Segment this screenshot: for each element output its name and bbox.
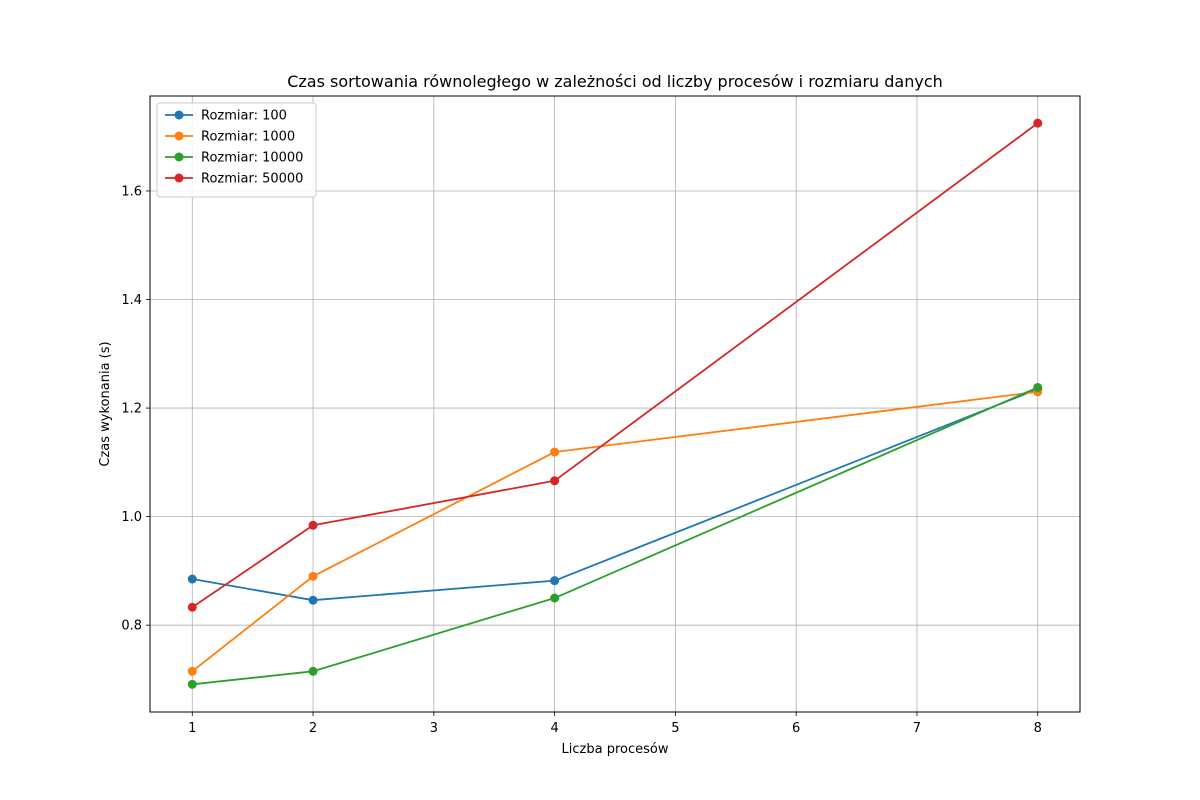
y-tick-label: 1.2: [121, 402, 142, 417]
chart-title: Czas sortowania równoległego w zależnośc…: [287, 72, 943, 91]
y-tick-label: 1.0: [121, 510, 142, 525]
data-point: [187, 574, 197, 584]
series-rozmiar-10000: [187, 382, 1043, 689]
legend-label: Rozmiar: 100: [201, 109, 287, 124]
series-rozmiar-50000: [187, 118, 1043, 612]
data-point: [187, 602, 197, 612]
legend-label: Rozmiar: 50000: [201, 172, 303, 187]
legend-item: Rozmiar: 1000: [165, 130, 295, 145]
x-tick-label: 1: [188, 721, 196, 736]
legend-swatch-marker: [174, 173, 184, 183]
y-tick-label: 0.8: [121, 619, 142, 634]
series-line: [192, 386, 1039, 686]
x-tick-label: 5: [671, 721, 679, 736]
y-axis-label: Czas wykonania (s): [98, 341, 113, 466]
grid-lines: [150, 96, 1080, 712]
legend-item: Rozmiar: 50000: [165, 172, 303, 187]
x-tick-label: 3: [430, 721, 438, 736]
x-tick-label: 8: [1034, 721, 1042, 736]
data-point: [550, 593, 560, 603]
x-tick-label: 7: [913, 721, 921, 736]
legend-item: Rozmiar: 100: [165, 109, 287, 124]
data-point: [550, 476, 560, 486]
x-axis-label: Liczba procesów: [562, 742, 669, 757]
legend-swatch-marker: [174, 110, 184, 120]
data-point: [308, 520, 318, 530]
legend-item: Rozmiar: 10000: [165, 151, 303, 166]
legend-label: Rozmiar: 10000: [201, 151, 303, 166]
data-point: [187, 666, 197, 676]
y-tick-label: 1.4: [121, 293, 142, 308]
data-point: [550, 576, 560, 586]
legend-label: Rozmiar: 1000: [201, 130, 295, 145]
series-line: [192, 388, 1039, 602]
legend-swatch-marker: [174, 131, 184, 141]
legend: Rozmiar: 100 Rozmiar: 1000 Rozmiar: 10000 R…: [156, 102, 317, 198]
legend-swatch-marker: [174, 152, 184, 162]
data-point: [308, 571, 318, 581]
data-point: [1033, 118, 1043, 128]
data-point: [308, 595, 318, 605]
x-tick-label: 6: [792, 721, 800, 736]
data-point: [550, 447, 560, 457]
series-line: [191, 390, 1038, 673]
data-point: [187, 679, 197, 689]
axis-ticks: 1 2 3 4 5 6 7 8 0.8 1.0 1.2 1.4 1.6: [121, 184, 1042, 736]
data-point: [1033, 382, 1043, 392]
y-tick-label: 1.6: [121, 184, 142, 199]
series-layer: [187, 118, 1043, 689]
plot-frame: [149, 95, 1081, 713]
data-point: [308, 666, 318, 676]
series-line: [191, 122, 1039, 608]
x-tick-label: 4: [550, 721, 558, 736]
legend-box: [156, 102, 317, 198]
x-tick-label: 2: [309, 721, 317, 736]
